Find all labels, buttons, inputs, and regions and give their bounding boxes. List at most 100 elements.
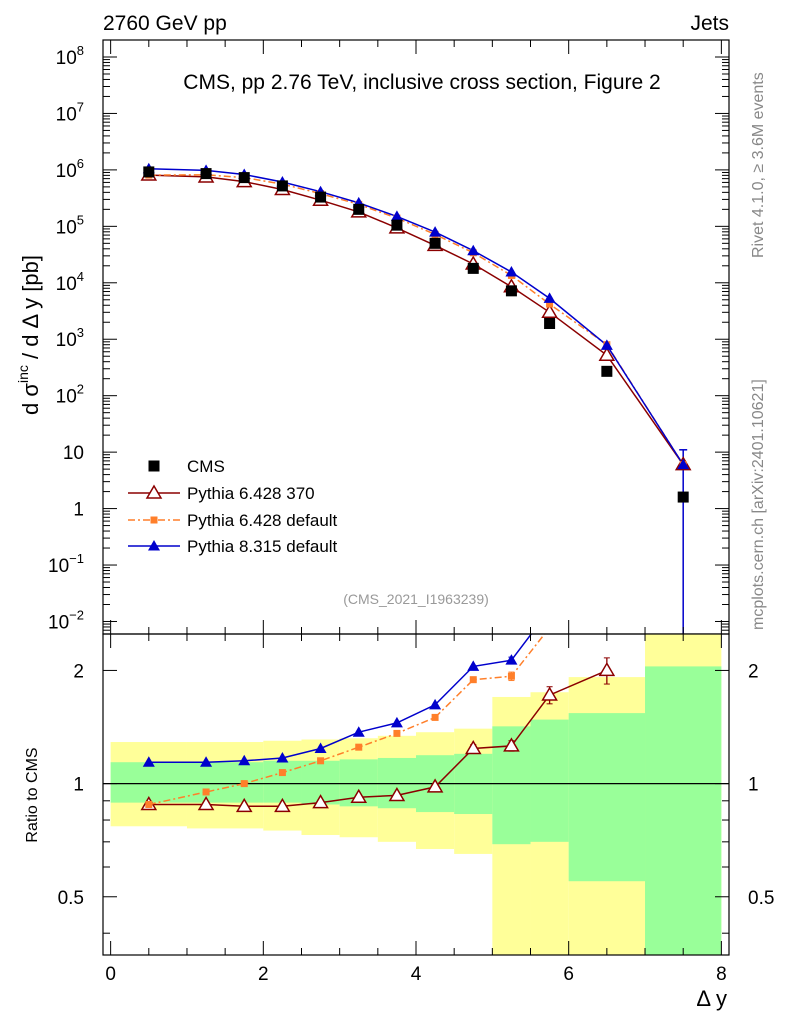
main-line-pythia-6-428-default bbox=[148, 174, 684, 466]
point-pythia-8-315-default bbox=[429, 226, 442, 237]
main-y-tick-exp: 3 bbox=[77, 325, 84, 340]
point-cms bbox=[429, 237, 441, 249]
ratio-y-tick-label: 1 bbox=[73, 775, 84, 796]
band-green bbox=[568, 713, 646, 882]
legend-marker bbox=[150, 516, 158, 524]
ratio-point-pythia-6-428-default bbox=[145, 800, 153, 808]
x-tick-label: 0 bbox=[105, 964, 116, 985]
ratio-point-pythia-6-428-370 bbox=[388, 786, 406, 802]
ratio-point-pythia-6-428-370 bbox=[235, 797, 253, 813]
ratio-plot-clip-group bbox=[103, 634, 729, 955]
point-pythia-8-315-default bbox=[600, 339, 613, 350]
main-y-tick-exp: −1 bbox=[69, 551, 84, 566]
legend-label: Pythia 6.428 default bbox=[187, 511, 338, 530]
point-pythia-8-315-default bbox=[467, 244, 480, 256]
ratio-ylabel: Ratio to CMS bbox=[24, 747, 41, 842]
ratio-point-pythia-6-428-default bbox=[278, 769, 286, 777]
main-y-tick-label: 106 bbox=[56, 156, 84, 182]
watermark: (CMS_2021_I1963239) bbox=[343, 591, 489, 607]
main-y-tick-exp: −2 bbox=[69, 607, 84, 622]
main-y-tick-label: 102 bbox=[56, 382, 84, 408]
ratio-point-pythia-6-428-370 bbox=[197, 795, 215, 811]
ratio-point-pythia-6-428-default bbox=[393, 729, 401, 737]
ratio-point-pythia-8-315-default bbox=[505, 654, 518, 665]
ratio-point-pythia-8-315-default bbox=[276, 751, 289, 763]
point-cms bbox=[677, 491, 689, 503]
point-cms bbox=[467, 262, 479, 274]
ratio-point-pythia-8-315-default bbox=[314, 742, 327, 753]
main-series-layer bbox=[148, 167, 688, 634]
x-axis-label: Δ y bbox=[696, 986, 727, 1011]
main-title: CMS, pp 2.76 TeV, inclusive cross sectio… bbox=[183, 71, 660, 94]
legend-label: CMS bbox=[187, 457, 225, 476]
main-y-tick-label: 10−1 bbox=[48, 551, 84, 577]
point-cms bbox=[601, 365, 613, 377]
main-y-tick-base: 10 bbox=[56, 387, 77, 408]
band-green bbox=[110, 762, 187, 803]
point-pythia-8-315-default bbox=[677, 458, 690, 470]
mcplots-label: mcplots.cern.ch [arXiv:2401.10621] bbox=[750, 379, 767, 630]
point-cms bbox=[353, 203, 365, 215]
point-pythia-6-428-default bbox=[546, 300, 554, 308]
main-y-tick-exp: 4 bbox=[77, 269, 84, 284]
ratio-point-pythia-8-315-default bbox=[200, 756, 213, 767]
main-y-tick-label: 10 bbox=[63, 443, 84, 464]
point-pythia-6-428-370 bbox=[598, 346, 616, 362]
ratio-point-pythia-8-315-default bbox=[467, 660, 480, 671]
ratio-point-pythia-8-315-default bbox=[238, 754, 251, 766]
ratio-point-pythia-6-428-default bbox=[507, 672, 515, 680]
header-right: Jets bbox=[690, 12, 729, 35]
main-plot-clip-group bbox=[148, 167, 688, 634]
ratio-point-pythia-8-315-default bbox=[390, 716, 403, 728]
point-cms bbox=[315, 191, 327, 203]
main-ylabel: d σinc / d Δ y [pb] bbox=[15, 255, 43, 415]
main-y-tick-label: 104 bbox=[56, 269, 84, 295]
ratio-series-layer bbox=[140, 634, 616, 813]
ratio-point-pythia-6-428-370 bbox=[503, 737, 520, 752]
ratio-point-pythia-6-428-default bbox=[240, 780, 248, 788]
ratio-point-pythia-6-428-370 bbox=[598, 661, 616, 677]
ratio-point-pythia-8-315-default bbox=[142, 756, 155, 767]
legend: CMS Pythia 6.428 370 Pythia 6.428 default P… bbox=[128, 457, 338, 556]
x-tick-label: 8 bbox=[716, 964, 727, 985]
main-y-tick-label: 10−2 bbox=[48, 607, 84, 633]
ratio-band-layer bbox=[103, 634, 729, 955]
ratio-point-pythia-6-428-default bbox=[355, 743, 363, 751]
main-y-tick-base: 10 bbox=[56, 104, 77, 125]
ylabel-part-a: d σ bbox=[18, 383, 43, 415]
legend-label: Pythia 8.315 default bbox=[187, 537, 338, 556]
ratio-point-pythia-6-428-370 bbox=[350, 788, 368, 803]
main-y-tick-base: 10 bbox=[56, 330, 77, 351]
ratio-line-pythia-6-428-370 bbox=[148, 669, 608, 808]
band-green bbox=[186, 762, 264, 803]
ratio-y-tick-label-right: 0.5 bbox=[748, 888, 774, 909]
ratio-point-pythia-6-428-370 bbox=[312, 794, 329, 809]
main-y-tick-base: 10 bbox=[56, 217, 77, 238]
main-y-tick-label: 107 bbox=[56, 99, 84, 125]
rivet-label: Rivet 4.1.0, ≥ 3.6M events bbox=[750, 72, 767, 258]
main-y-tick-base: 10 bbox=[56, 161, 77, 182]
ylabel-sup: inc bbox=[15, 365, 31, 383]
main-y-tick-exp: 2 bbox=[77, 382, 84, 397]
legend-label: Pythia 6.428 370 bbox=[187, 484, 315, 503]
point-cms bbox=[143, 166, 155, 178]
ratio-y-tick-label: 0.5 bbox=[58, 888, 84, 909]
main-y-tick-base: 10 bbox=[56, 274, 77, 295]
point-cms bbox=[505, 285, 517, 297]
ratio-point-pythia-6-428-default bbox=[431, 713, 439, 721]
point-pythia-6-428-370 bbox=[541, 303, 558, 319]
point-pythia-8-315-default bbox=[543, 292, 556, 303]
main-y-tick-base: 10 bbox=[48, 612, 69, 633]
main-y-tick-label: 108 bbox=[56, 43, 84, 69]
point-pythia-8-315-default bbox=[390, 210, 403, 221]
point-pythia-8-315-default bbox=[505, 266, 518, 277]
main-y-tick-exp: 5 bbox=[77, 212, 84, 227]
ylabel-part-b: / d Δ y [pb] bbox=[18, 255, 43, 365]
ratio-point-pythia-8-315-default bbox=[429, 698, 442, 710]
point-cms bbox=[200, 168, 212, 180]
ratio-point-pythia-6-428-370 bbox=[426, 778, 444, 793]
main-y-tick-label: 103 bbox=[56, 325, 84, 351]
main-line-pythia-6-428-370 bbox=[148, 174, 684, 466]
ratio-point-pythia-6-428-default bbox=[202, 788, 210, 796]
